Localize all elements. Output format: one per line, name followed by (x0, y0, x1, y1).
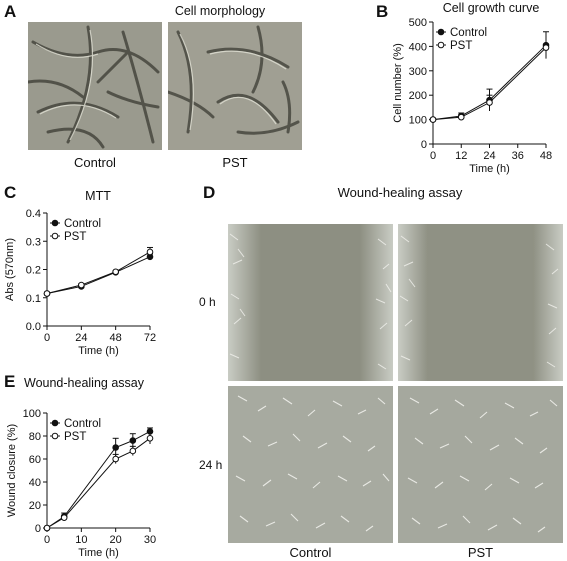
chart-c-x-tick-label: 0 (44, 332, 50, 344)
wound-image-control-0h (228, 224, 393, 381)
chart-c-point-pst (78, 281, 85, 289)
chart-b-x-tick-label: 36 (512, 150, 524, 162)
chart-e-point-pst (43, 524, 51, 532)
chart-c-point-pst (43, 290, 51, 297)
chart-b-series-line-pst (432, 47, 547, 121)
panel-d-row-24h: 24 h (199, 458, 223, 472)
chart-c-title: MTT (85, 189, 111, 203)
chart-c-series-line-pst (46, 251, 151, 294)
chart-c-y-tick-label: 0.2 (26, 265, 41, 277)
wound-image-control-24h (228, 386, 393, 543)
chart-e-y-tick-label: 100 (23, 408, 41, 420)
chart-c-legend-marker-control (51, 219, 59, 227)
chart-b-y-tick-label: 0 (421, 139, 427, 151)
chart-e-x-tick-label: 20 (110, 534, 122, 546)
chart-e-legend-marker-control (51, 419, 59, 427)
chart-c-x-tick-label: 72 (144, 332, 156, 344)
panel-a-title: Cell morphology (174, 4, 266, 18)
chart-b-point-pst (457, 113, 465, 121)
chart-e-y-tick-label: 80 (29, 431, 41, 443)
chart-b-legend-marker-pst (437, 41, 445, 49)
chart-c-series-line-control (46, 256, 151, 295)
chart-b-x-tick-label: 24 (483, 150, 495, 162)
chart-e-y-tick-label: 40 (29, 477, 41, 489)
chart-b-point-pst (429, 116, 437, 123)
chart-b-legend-label-control: Control (450, 27, 487, 39)
chart-c-x-tick-label: 48 (110, 332, 122, 344)
chart-c-x-tick-label: 24 (75, 332, 87, 344)
chart-e-y-tick-label: 20 (29, 500, 41, 512)
chart-c-legend-marker-pst (51, 232, 59, 240)
chart-c-y-tick-label: 0.4 (26, 208, 41, 220)
chart-e-title: Wound-healing assay (24, 376, 145, 390)
chart-b-xlabel: Time (h) (469, 163, 510, 175)
chart-e-x-tick-label: 0 (44, 534, 50, 546)
chart-b-x-tick-label: 0 (430, 150, 436, 162)
panel-d-col-control: Control (289, 545, 332, 560)
chart-e-y-tick-label: 60 (29, 454, 41, 466)
panel-d-letter: D (203, 183, 216, 202)
chart-b-y-tick-label: 500 (409, 17, 427, 29)
chart-e-xlabel: Time (h) (78, 547, 119, 559)
chart-b-point-pst (542, 44, 550, 51)
chart-c-ylabel: Abs (570nm) (4, 238, 16, 301)
chart-e-point-pst (129, 447, 137, 455)
panel-e-letter: E (4, 372, 16, 391)
chart-c-legend-label-control: Control (64, 218, 101, 230)
chart-b-ylabel: Cell number (%) (392, 43, 404, 122)
chart-e-point-pst (146, 435, 154, 442)
panel-d-title: Wound-healing assay (337, 185, 463, 200)
chart-c-legend-label-pst: PST (64, 231, 86, 243)
chart-b-title: Cell growth curve (443, 1, 540, 15)
chart-b-y-tick-label: 400 (409, 41, 427, 53)
chart-e-point-pst (60, 514, 68, 521)
panel-a-letter: A (4, 2, 17, 21)
chart-e-legend-label-pst: PST (64, 431, 86, 443)
chart-b-y-tick-label: 200 (409, 90, 427, 102)
micrograph-a-control (28, 22, 162, 150)
chart-c-point-pst (146, 248, 154, 256)
chart-e-x-tick-label: 10 (75, 534, 87, 546)
chart-b-series-line-control (432, 44, 547, 121)
chart-c-y-tick-label: 0.0 (26, 321, 41, 333)
chart-e-legend-label-control: Control (64, 418, 101, 430)
panel-a-caption-control: Control (74, 155, 116, 170)
chart-e-point-pst (112, 455, 119, 463)
chart-e-point-control (129, 437, 137, 444)
panel-a-caption-pst: PST (222, 155, 248, 170)
chart-e-y-tick-label: 0 (35, 523, 41, 535)
chart-b-x-tick-label: 12 (455, 150, 467, 162)
chart-b-x-tick-label: 48 (540, 150, 552, 162)
chart-b-legend-marker-control (437, 28, 445, 36)
chart-b-y-tick-label: 300 (409, 66, 427, 78)
panel-d-col-pst: PST (467, 545, 494, 560)
chart-b-y-tick-label: 100 (409, 115, 427, 127)
wound-image-pst-24h (398, 386, 563, 543)
panel-b-letter: B (376, 2, 389, 21)
chart-e-legend-marker-pst (51, 432, 59, 440)
wound-image-pst-0h (398, 224, 563, 381)
chart-c-y-tick-label: 0.1 (26, 293, 41, 305)
micrograph-a-pst (168, 22, 302, 150)
chart-c-xlabel: Time (h) (78, 345, 119, 357)
chart-b-legend-label-pst: PST (450, 40, 472, 52)
chart-b-point-pst (486, 99, 493, 106)
chart-c-point-pst (112, 268, 119, 276)
panel-d-row-0h: 0 h (199, 295, 216, 309)
chart-c-y-tick-label: 0.3 (26, 236, 41, 248)
panel-c-letter: C (4, 183, 17, 202)
chart-e-x-tick-label: 30 (144, 534, 156, 546)
chart-e-point-control (112, 444, 119, 451)
chart-e-ylabel: Wound closure (%) (6, 424, 18, 517)
